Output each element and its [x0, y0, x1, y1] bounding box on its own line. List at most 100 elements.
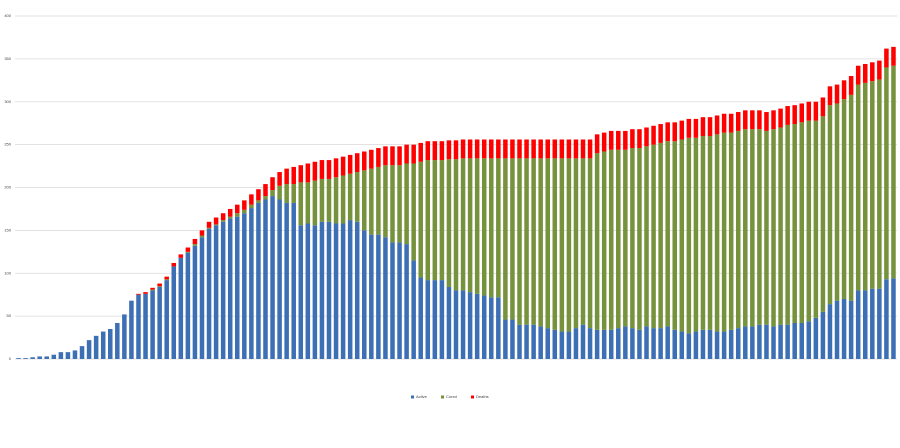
bar-segment: [721, 132, 727, 332]
bar-segment: [481, 158, 487, 296]
bar-segment: [799, 103, 805, 123]
bar-segment: [841, 298, 847, 359]
bar-segment: [411, 163, 416, 261]
bar-segment: [792, 322, 797, 359]
bar-segment: [150, 287, 155, 290]
bar-segment: [580, 324, 586, 359]
bar-segment: [728, 132, 734, 330]
bar-segment: [489, 139, 494, 159]
bar-segment: [566, 331, 572, 359]
bar-segment: [312, 180, 318, 226]
bar-segment: [164, 280, 169, 359]
bar-segment: [594, 329, 600, 359]
bar-segment: [637, 329, 642, 359]
bar-segment: [305, 182, 311, 224]
bar-segment: [122, 314, 127, 359]
bar-segment: [44, 356, 50, 359]
bar-segment: [333, 177, 339, 224]
bar-segment: [199, 237, 205, 359]
legend-swatch: [441, 395, 444, 399]
bar-segment: [891, 65, 896, 279]
bar-segment: [390, 146, 395, 166]
bar-segment: [700, 329, 706, 359]
bar-segment: [474, 293, 480, 359]
bar-segment: [376, 166, 381, 235]
bar-segment: [397, 165, 402, 243]
bar-segment: [340, 175, 346, 224]
bar-segment: [171, 262, 177, 267]
legend-label: Cured: [446, 394, 457, 399]
bar-segment: [820, 116, 826, 312]
bar-segment: [404, 144, 409, 164]
bar-segment: [460, 158, 466, 291]
bar-segment: [185, 247, 191, 252]
bar-segment: [700, 136, 706, 330]
bar-segment: [298, 165, 304, 183]
bar-segment: [721, 331, 727, 359]
bar-segment: [136, 293, 141, 295]
bar-segment: [453, 159, 459, 291]
bar-segment: [235, 213, 240, 217]
bar-segment: [383, 237, 388, 359]
bar-segment: [524, 139, 529, 159]
bar-segment: [425, 160, 431, 281]
bar-segment: [489, 297, 494, 359]
bar-segment: [679, 331, 685, 359]
bar-segment: [503, 158, 508, 320]
bar-segment: [848, 300, 854, 359]
y-tick-label: 0: [9, 356, 12, 361]
bar-segment: [623, 149, 628, 327]
bar-segment: [157, 286, 162, 359]
bar-segment: [305, 163, 311, 183]
bar-segment: [799, 122, 805, 323]
bar-segment: [538, 326, 543, 359]
bar-segment: [326, 221, 332, 359]
bar-segment: [616, 149, 621, 329]
bar-segment: [16, 358, 21, 359]
bar-segment: [439, 160, 445, 281]
bar-segment: [813, 101, 819, 121]
bar-segment: [531, 139, 536, 159]
bar-segment: [714, 115, 720, 135]
bar-segment: [764, 112, 769, 131]
bar-segment: [884, 279, 889, 359]
y-tick-label: 100: [4, 270, 11, 275]
y-tick-label: 200: [4, 185, 11, 190]
bar-segment: [792, 105, 797, 125]
bar-segment: [354, 153, 360, 173]
bar-segment: [136, 294, 141, 359]
bar-segment: [340, 156, 346, 176]
bar-segment: [743, 129, 748, 327]
legend-label: Active: [416, 394, 428, 399]
bar-segment: [171, 266, 177, 359]
bar-segment: [686, 137, 692, 334]
bar-segment: [884, 48, 889, 68]
bar-segment: [65, 352, 71, 359]
bar-segment: [757, 129, 762, 325]
bar-segment: [623, 130, 628, 150]
bar-segment: [107, 328, 113, 359]
bar-segment: [594, 134, 600, 154]
bar-segment: [848, 76, 854, 95]
bar-segment: [855, 290, 861, 359]
bar-segment: [199, 230, 205, 236]
bar-segment: [510, 139, 515, 159]
bar-segment: [637, 148, 642, 330]
bar-segment: [390, 165, 395, 243]
bar-segment: [672, 329, 677, 359]
bar-segment: [580, 139, 586, 159]
bar-segment: [848, 94, 854, 301]
bar-segment: [813, 317, 819, 359]
bar-segment: [587, 158, 593, 329]
bar-segment: [545, 328, 550, 359]
bar-segment: [404, 244, 409, 359]
bar-segment: [58, 352, 64, 359]
bar-segment: [249, 208, 254, 359]
bar-segment: [531, 324, 536, 359]
bar-segment: [644, 326, 649, 359]
bar-segment: [524, 158, 529, 325]
bar-segment: [806, 101, 812, 121]
bar-segment: [806, 321, 812, 359]
bar-segment: [785, 106, 790, 125]
bar-segment: [213, 217, 219, 225]
